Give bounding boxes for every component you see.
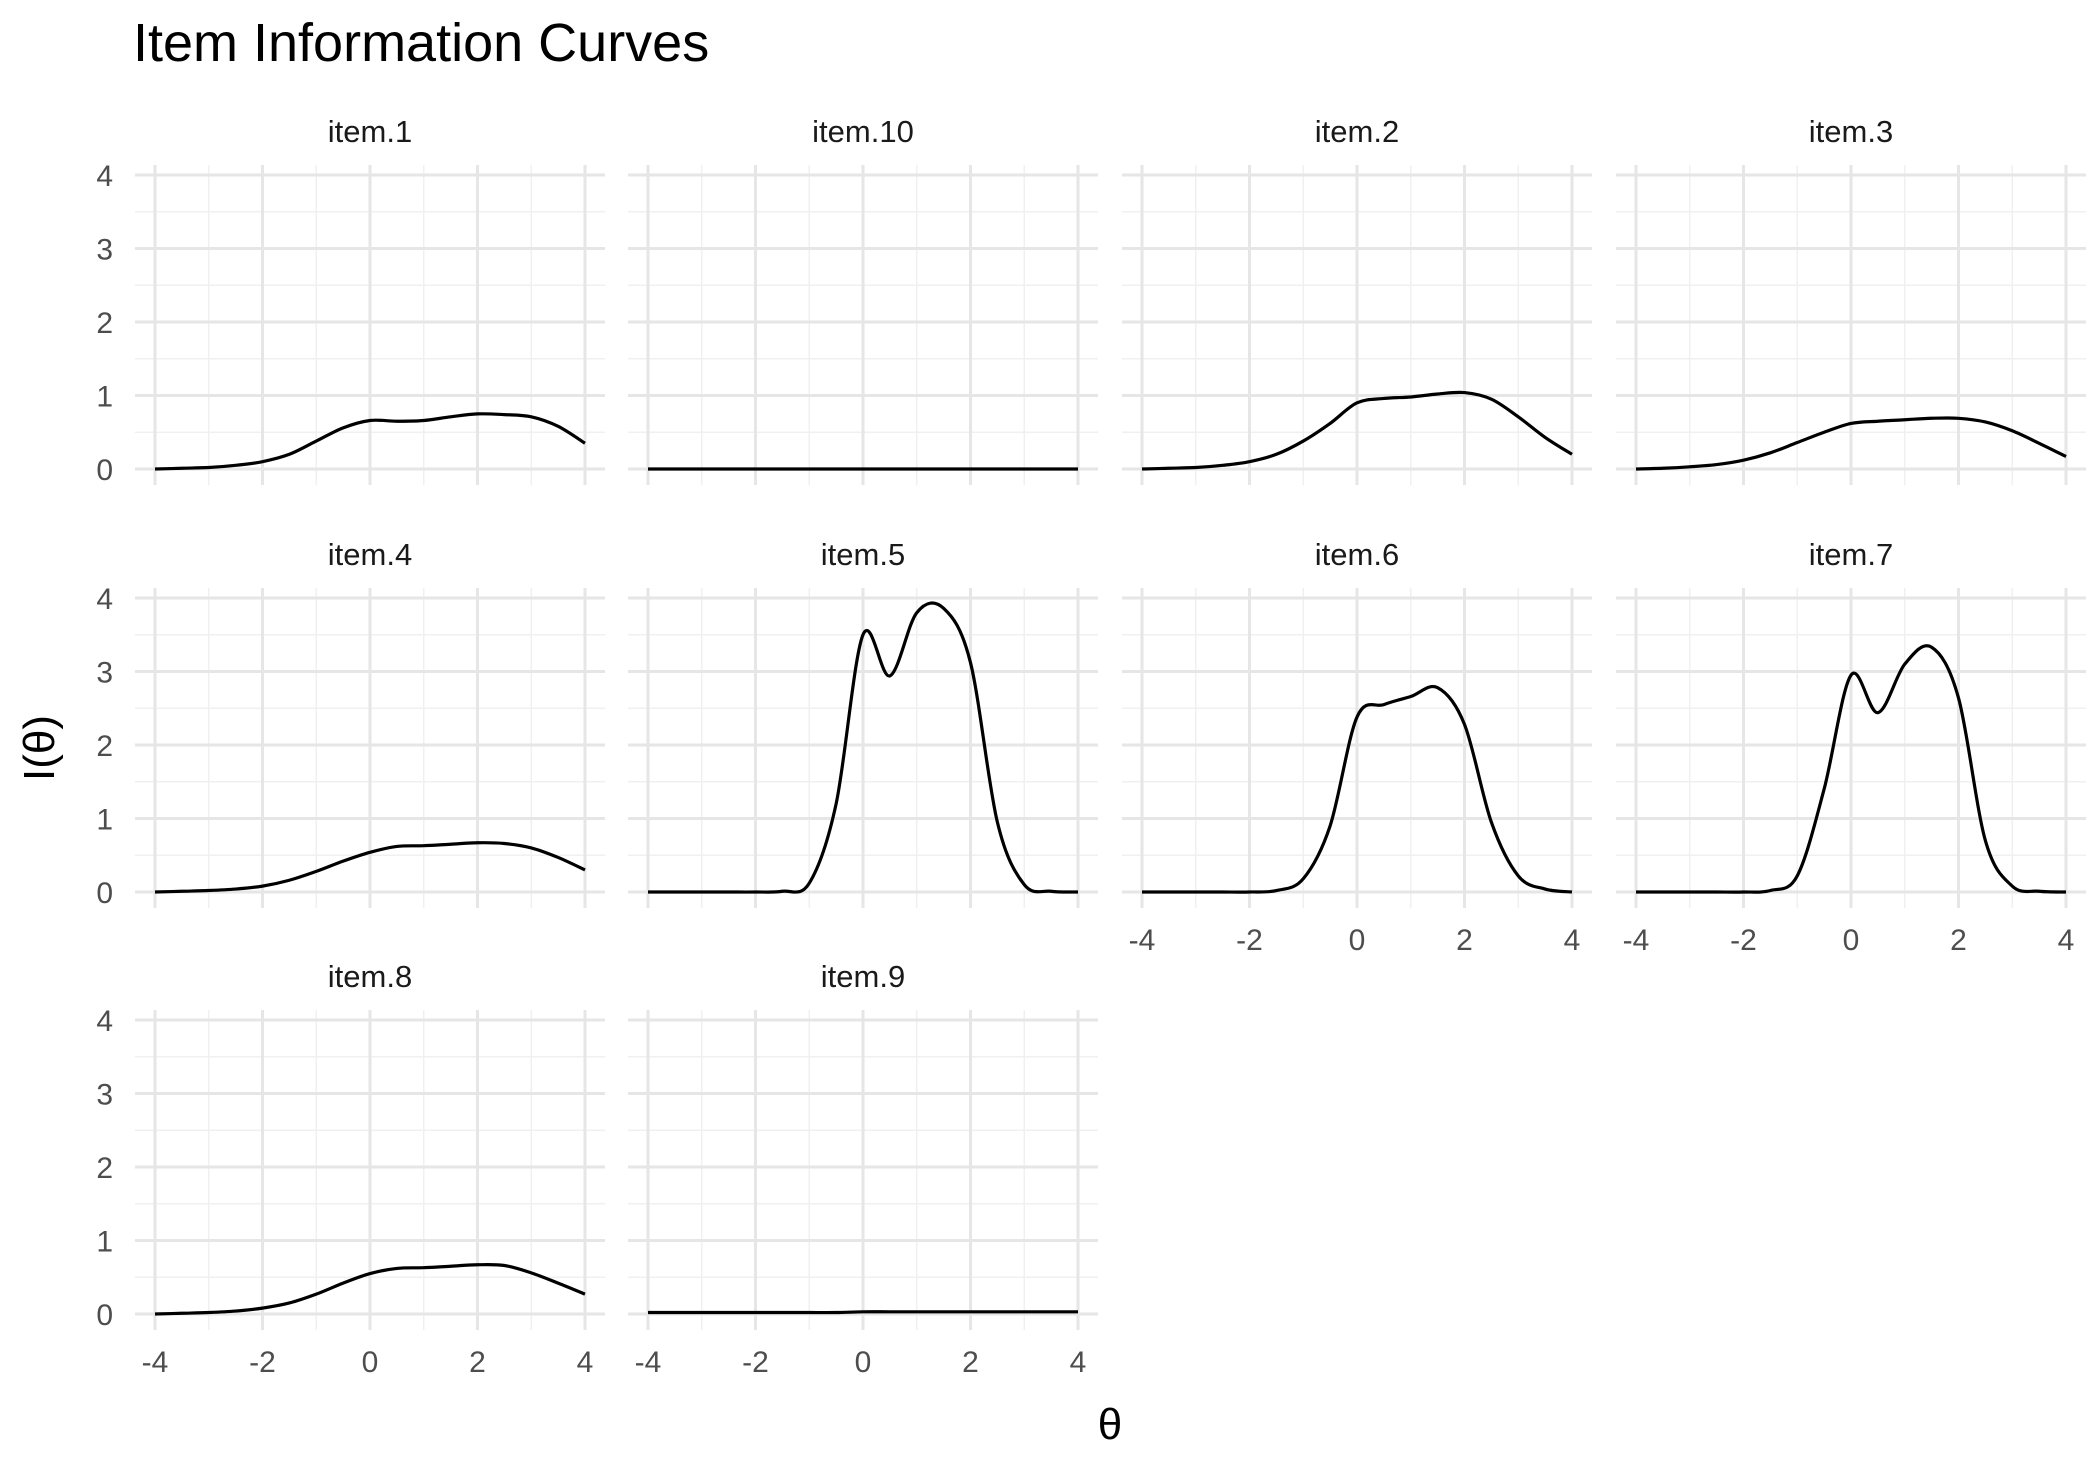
panel-strip-label: item.7 bbox=[1809, 537, 1893, 572]
information-curve-item.5 bbox=[647, 601, 1079, 894]
x-tick-label: 2 bbox=[962, 1346, 979, 1379]
x-tick-label: -2 bbox=[742, 1346, 769, 1379]
x-tick-label: 0 bbox=[1349, 924, 1366, 957]
panel-strip-label: item.1 bbox=[328, 114, 412, 149]
y-tick-label: 4 bbox=[96, 583, 113, 616]
information-curve-item.6 bbox=[1141, 684, 1573, 894]
panel-item.9: item.9 -4 -2 0 2 4 bbox=[628, 959, 1098, 1379]
panel-item.6: item.6 -4 -2 0 2 4 bbox=[1122, 537, 1592, 957]
x-tick-label: 4 bbox=[577, 1346, 594, 1379]
chart-title: Item Information Curves bbox=[133, 13, 710, 73]
y-tick-label: 1 bbox=[96, 804, 113, 837]
panel-item.2: item.2 bbox=[1122, 114, 1592, 485]
information-curve-item.1 bbox=[154, 412, 586, 471]
x-tick-label: -4 bbox=[1129, 924, 1156, 957]
panel-strip-label: item.3 bbox=[1809, 114, 1893, 149]
y-tick-label: 4 bbox=[96, 160, 113, 193]
x-tick-label: -4 bbox=[1623, 924, 1650, 957]
panel-strip-label: item.2 bbox=[1315, 114, 1399, 149]
panel-strip-label: item.10 bbox=[812, 114, 914, 149]
panel-item.1: item.1 0 1 2 3 4 bbox=[96, 114, 605, 487]
y-tick-label: 3 bbox=[96, 657, 113, 690]
y-tick-label: 3 bbox=[96, 234, 113, 267]
x-tick-label: -2 bbox=[1730, 924, 1757, 957]
panel-item.5: item.5 bbox=[628, 537, 1098, 908]
y-tick-label: 2 bbox=[96, 730, 113, 763]
x-tick-label: 4 bbox=[1564, 924, 1581, 957]
y-tick-label: 0 bbox=[96, 454, 113, 487]
panel-strip-label: item.5 bbox=[821, 537, 905, 572]
x-tick-label: 4 bbox=[2058, 924, 2075, 957]
panel-item.7: item.7 -4 -2 0 2 4 bbox=[1616, 537, 2086, 957]
information-curve-item.4 bbox=[154, 841, 586, 894]
information-curve-item.3 bbox=[1635, 416, 2067, 471]
x-tick-label: 2 bbox=[1456, 924, 1473, 957]
panel-item.8: item.8 0 1 2 3 4 -4 -2 0 2 4 bbox=[96, 959, 605, 1379]
y-tick-label: 2 bbox=[96, 1152, 113, 1185]
information-curve-item.2 bbox=[1141, 390, 1573, 471]
x-tick-label: -2 bbox=[249, 1346, 276, 1379]
panel-strip-label: item.8 bbox=[328, 959, 412, 994]
panel-item.3: item.3 bbox=[1616, 114, 2086, 485]
panel-strip-label: item.9 bbox=[821, 959, 905, 994]
x-tick-label: -4 bbox=[142, 1346, 169, 1379]
information-curve-item.8 bbox=[154, 1262, 586, 1316]
y-tick-label: 3 bbox=[96, 1079, 113, 1112]
y-tick-label: 1 bbox=[96, 381, 113, 414]
panel-item.4: item.4 0 1 2 3 4 bbox=[96, 537, 605, 910]
panel-strip-label: item.4 bbox=[328, 537, 412, 572]
y-tick-label: 2 bbox=[96, 307, 113, 340]
x-tick-label: 2 bbox=[469, 1346, 486, 1379]
x-tick-label: 0 bbox=[1843, 924, 1860, 957]
information-curve-item.9 bbox=[647, 1310, 1078, 1315]
panel-item.10: item.10 bbox=[628, 114, 1098, 485]
information-curve-item.7 bbox=[1635, 644, 2067, 894]
x-tick-label: 0 bbox=[362, 1346, 379, 1379]
y-tick-label: 1 bbox=[96, 1226, 113, 1259]
x-tick-label: -4 bbox=[635, 1346, 662, 1379]
x-tick-label: 4 bbox=[1070, 1346, 1087, 1379]
y-tick-label: 4 bbox=[96, 1005, 113, 1038]
x-tick-label: 0 bbox=[855, 1346, 872, 1379]
panel-strip-label: item.6 bbox=[1315, 537, 1399, 572]
x-tick-label: -2 bbox=[1236, 924, 1263, 957]
x-axis-label: θ bbox=[1097, 1400, 1123, 1449]
y-axis-label: I(θ) bbox=[15, 715, 64, 781]
y-tick-label: 0 bbox=[96, 1299, 113, 1332]
x-tick-label: 2 bbox=[1950, 924, 1967, 957]
y-tick-label: 0 bbox=[96, 877, 113, 910]
